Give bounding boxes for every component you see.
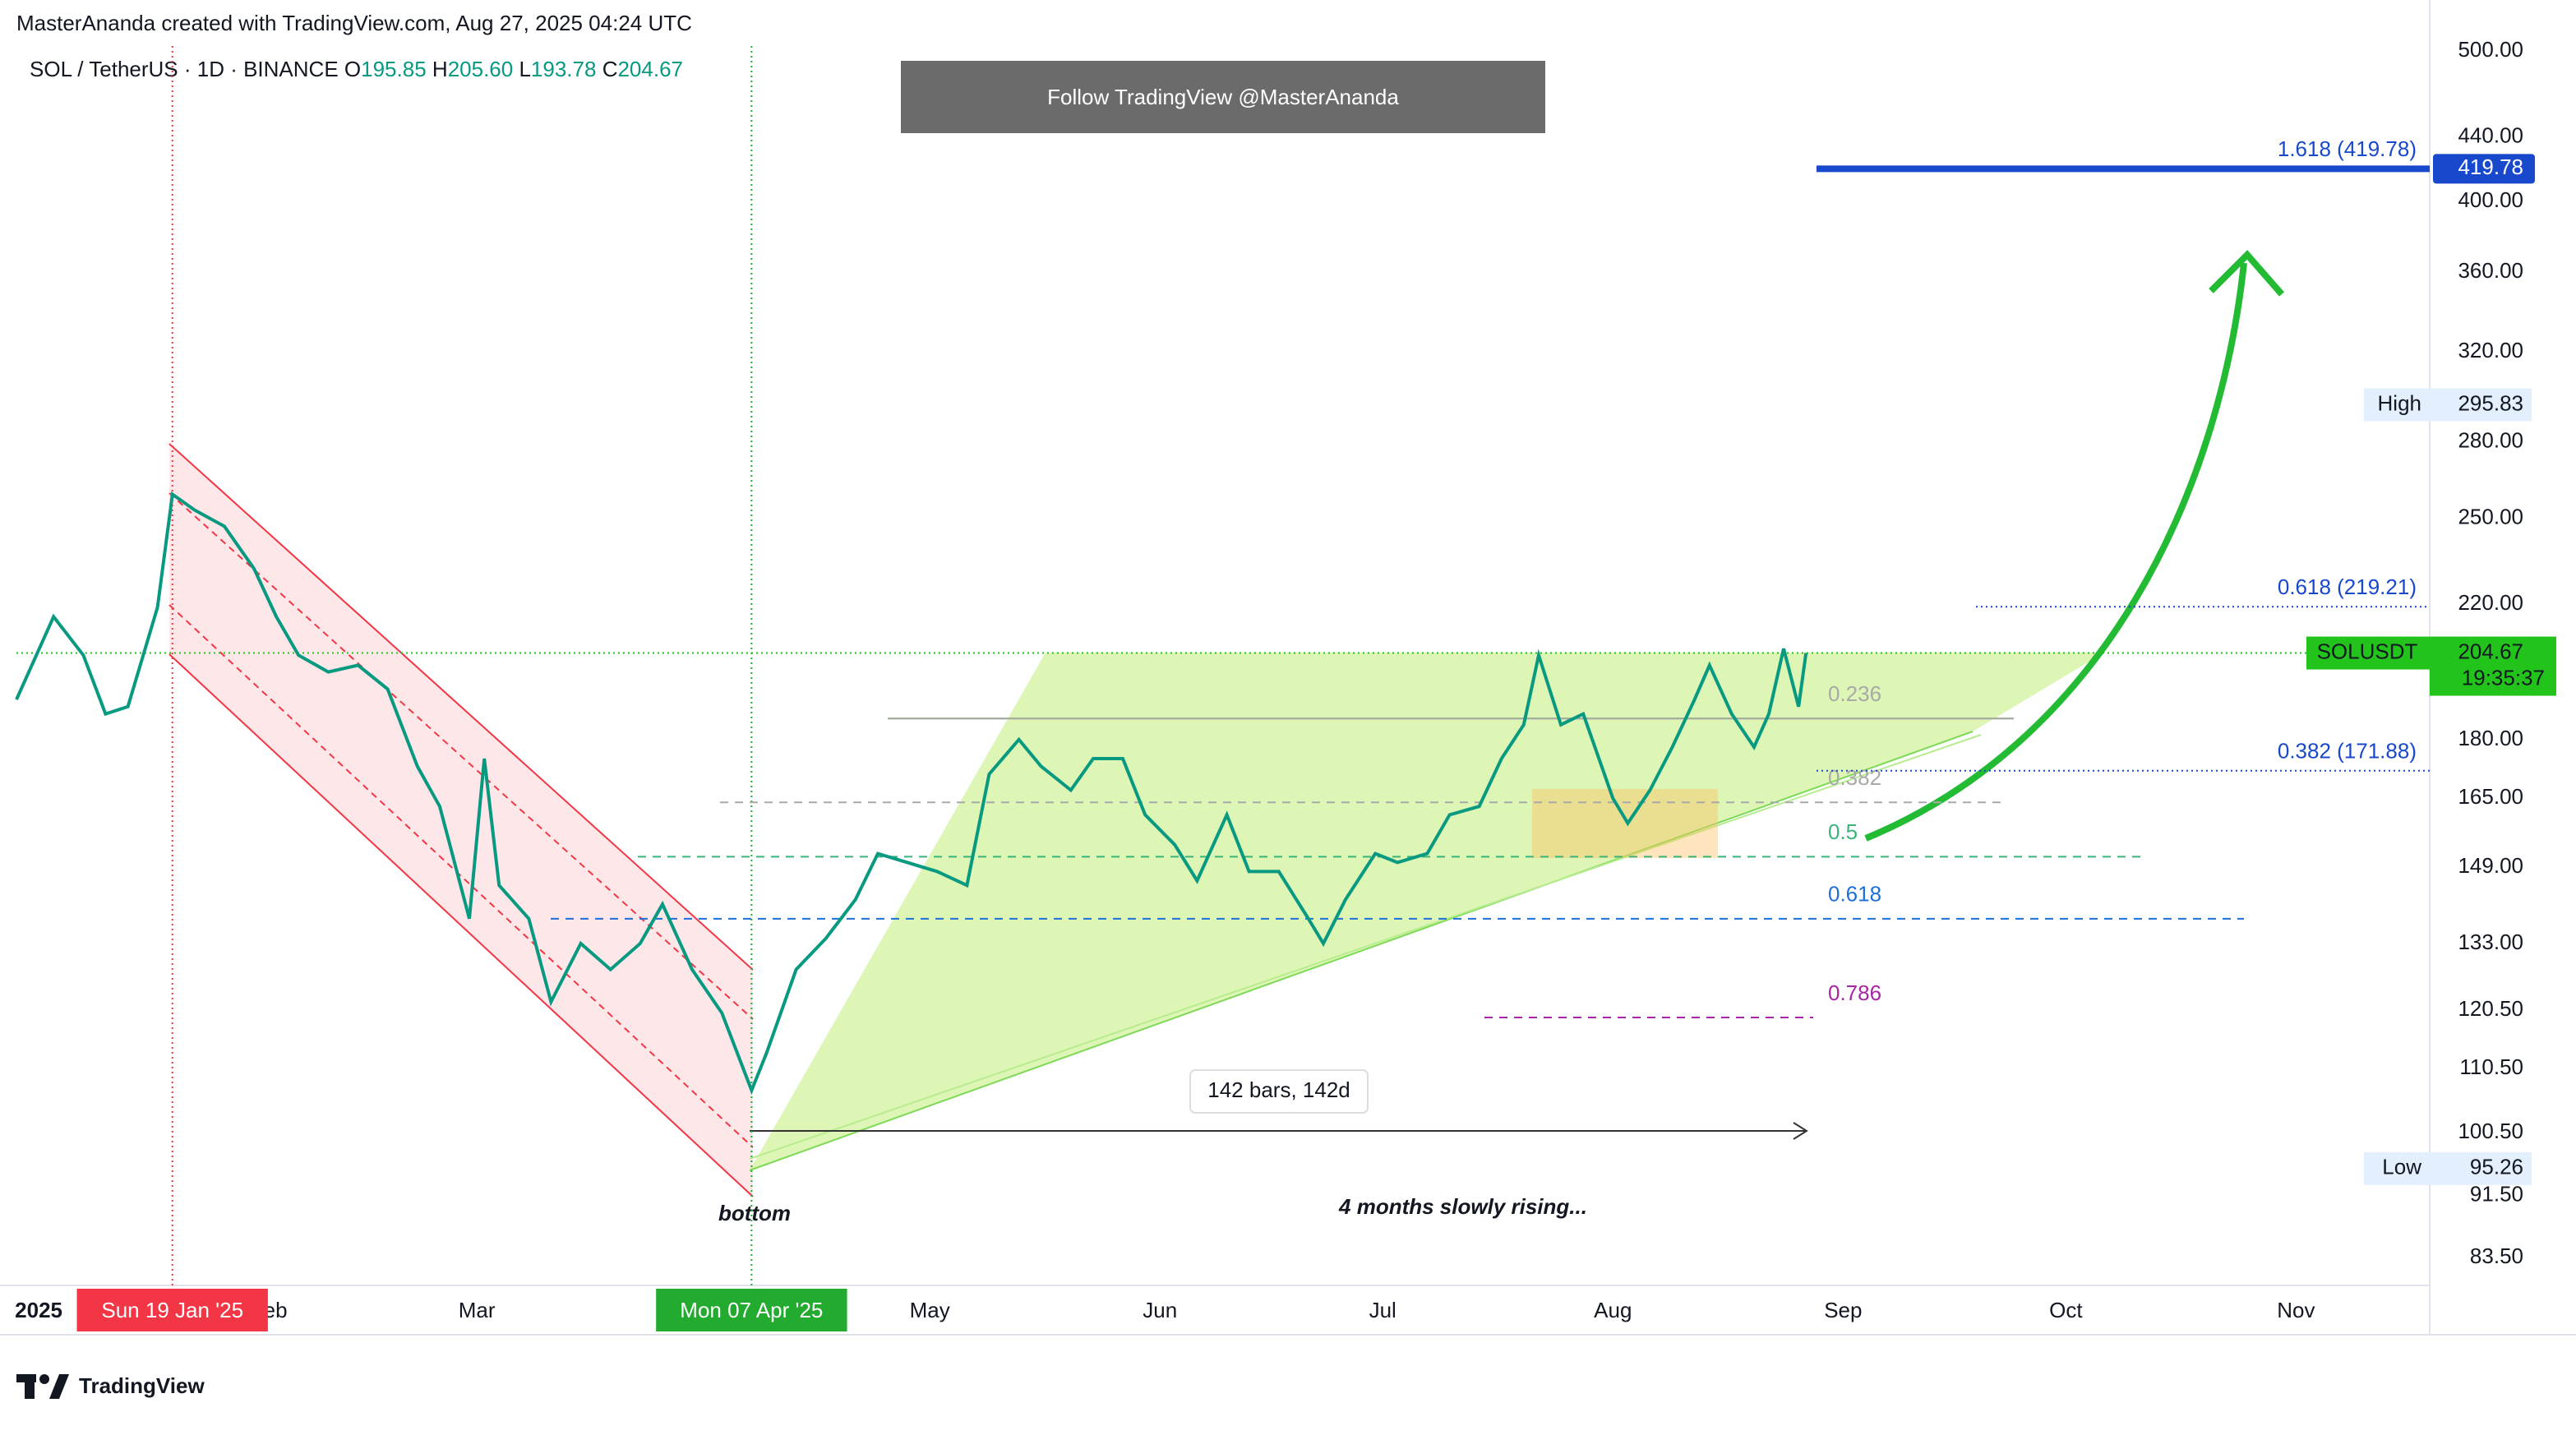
channel-line [169, 653, 754, 1197]
y-tick-label: 149.00 [2458, 853, 2523, 878]
high-tag [2364, 388, 2532, 422]
measure-head [1793, 1122, 1808, 1140]
ohlc-key: C [602, 57, 618, 81]
logo-part [25, 1374, 35, 1399]
high-tag-value: 295.83 [2458, 390, 2523, 415]
y-tick-label: 91.50 [2470, 1182, 2523, 1207]
ohlc-value: 205.60 [448, 57, 514, 81]
x-tick-label: Aug [1594, 1298, 1632, 1322]
date-marker-label: Mon 07 Apr '25 [680, 1298, 823, 1322]
y-tick-label: 180.00 [2458, 726, 2523, 750]
fib-label: 0.786 [1828, 981, 1881, 1005]
price-tag-countdown: 19:35:37 [2462, 665, 2545, 690]
low-tag-value: 95.26 [2470, 1155, 2523, 1179]
y-tick-label: 400.00 [2458, 187, 2523, 212]
level-tag [2433, 154, 2535, 184]
ohlc-key: L [519, 57, 530, 81]
fib-label: 0.5 [1828, 819, 1858, 844]
x-tick-label: Mar [459, 1298, 496, 1322]
ohlc-value: 195.85 [361, 57, 427, 81]
x-tick-label: May [910, 1298, 950, 1322]
channel-fill [169, 444, 753, 1197]
x-tick-label: Oct [2049, 1298, 2083, 1322]
channel-line [169, 604, 754, 1148]
ohlc-key: H [432, 57, 448, 81]
measure-label: 142 bars, 142d [1207, 1077, 1350, 1102]
symbol: SOL / TetherUS · 1D · BINANCE [30, 57, 339, 81]
y-tick-label: 120.50 [2458, 996, 2523, 1021]
fib-label: 0.382 [1828, 765, 1881, 790]
symbol-tag [2306, 636, 2430, 670]
price-line [15, 491, 1808, 1096]
y-tick-label: 83.50 [2470, 1244, 2523, 1268]
arrow-head [2209, 250, 2285, 297]
logo-part [39, 1374, 49, 1384]
fib-label: 0.618 [1828, 882, 1881, 907]
date-marker-box [76, 1289, 268, 1331]
level-label: 0.618 (219.21) [2278, 574, 2417, 599]
trend-line [749, 734, 1982, 1160]
arrow [1864, 262, 2247, 842]
trend-line [749, 731, 1974, 1171]
level-label: 1.618 (419.78) [2278, 136, 2417, 161]
measure-box [1189, 1069, 1369, 1114]
x-tick-label: Nov [2277, 1298, 2315, 1322]
price-tag [2430, 636, 2556, 696]
x-tick-label: Jul [1369, 1298, 1396, 1322]
brand: TradingView [79, 1373, 205, 1398]
level-tag-label: 419.78 [2458, 155, 2523, 179]
annotation: bottom [718, 1201, 791, 1225]
price-tag-value: 204.67 [2458, 639, 2523, 663]
y-tick-label: 165.00 [2458, 784, 2523, 809]
level-label: 0.382 (171.88) [2278, 739, 2417, 764]
y-tick-label: 280.00 [2458, 427, 2523, 452]
x-tick-label: 2025 [15, 1298, 62, 1322]
y-tick-label: 360.00 [2458, 258, 2523, 283]
banner [901, 61, 1545, 133]
y-tick-label: 100.50 [2458, 1119, 2523, 1143]
channel-line [169, 443, 754, 971]
date-marker-label: Sun 19 Jan '25 [101, 1298, 243, 1322]
logo [16, 1374, 69, 1399]
banner-text: Follow TradingView @MasterAnanda [1047, 85, 1399, 109]
ohlc-key: O [344, 57, 361, 81]
logo-part [49, 1374, 69, 1399]
y-tick-label: 250.00 [2458, 504, 2523, 528]
channel-line [169, 492, 754, 1020]
zone [1532, 789, 1718, 858]
fib-label: 0.236 [1828, 681, 1881, 706]
triangle-fill [750, 653, 2104, 1170]
y-tick-label: 440.00 [2458, 123, 2523, 148]
low-tag [2364, 1151, 2532, 1185]
ohlc-value: 193.78 [531, 57, 597, 81]
x-tick-label: Jun [1143, 1298, 1177, 1322]
symbol-line: SOL / TetherUS · 1D · BINANCE O195.85 H2… [30, 57, 683, 81]
ohlc-value: 204.67 [617, 57, 683, 81]
header: MasterAnanda created with TradingView.co… [16, 11, 692, 35]
y-tick-label: 110.50 [2459, 1054, 2523, 1079]
y-tick-label: 133.00 [2458, 930, 2523, 954]
y-tick-label: 320.00 [2458, 338, 2523, 362]
low-tag-label: Low [2382, 1155, 2421, 1179]
y-tick-label: 500.00 [2458, 37, 2523, 62]
date-marker-box [656, 1289, 847, 1331]
y-tick-label: 220.00 [2458, 590, 2523, 615]
high-tag-label: High [2378, 390, 2421, 415]
annotation: 4 months slowly rising... [1338, 1194, 1587, 1219]
x-tick-label: Sep [1824, 1298, 1862, 1322]
symbol-tag-label: SOLUSDT [2317, 639, 2418, 663]
